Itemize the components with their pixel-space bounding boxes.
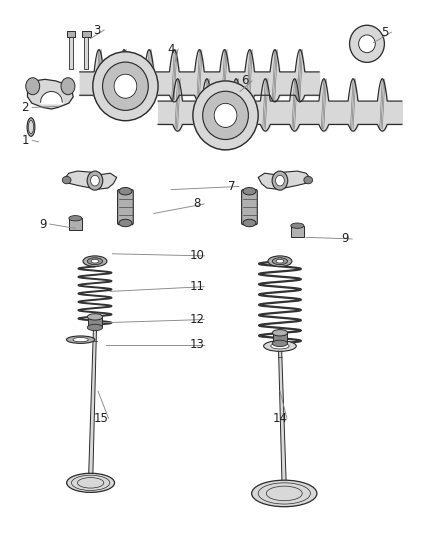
Ellipse shape [291, 223, 304, 228]
Text: 2: 2 [21, 101, 29, 114]
Ellipse shape [28, 120, 34, 134]
Text: 9: 9 [342, 232, 349, 245]
Ellipse shape [272, 329, 288, 336]
Ellipse shape [268, 256, 292, 266]
Bar [273, 333, 287, 343]
Ellipse shape [91, 260, 99, 263]
Text: 4: 4 [167, 43, 175, 55]
Text: 5: 5 [381, 26, 388, 38]
Ellipse shape [92, 327, 98, 330]
Ellipse shape [119, 188, 132, 195]
Text: 8: 8 [194, 197, 201, 211]
Ellipse shape [67, 336, 95, 343]
Bar [291, 225, 304, 237]
Ellipse shape [272, 258, 288, 265]
Ellipse shape [276, 260, 284, 263]
Ellipse shape [67, 473, 115, 492]
Ellipse shape [93, 52, 158, 120]
Ellipse shape [114, 74, 137, 98]
Ellipse shape [69, 216, 82, 221]
Polygon shape [279, 345, 286, 489]
Ellipse shape [119, 219, 132, 227]
Polygon shape [65, 171, 117, 189]
Ellipse shape [350, 25, 385, 62]
Circle shape [276, 175, 284, 186]
Ellipse shape [203, 91, 248, 140]
Polygon shape [88, 328, 96, 480]
Ellipse shape [272, 340, 288, 346]
Text: 11: 11 [190, 280, 205, 293]
FancyBboxPatch shape [242, 190, 257, 224]
Ellipse shape [73, 337, 88, 342]
Ellipse shape [243, 219, 256, 227]
Ellipse shape [359, 35, 375, 53]
Bar [84, 37, 88, 69]
Ellipse shape [214, 103, 237, 127]
Circle shape [272, 171, 288, 190]
Text: 6: 6 [241, 75, 249, 87]
Ellipse shape [87, 324, 102, 330]
Text: 7: 7 [228, 180, 236, 193]
Text: 12: 12 [190, 313, 205, 326]
Text: 1: 1 [21, 134, 29, 147]
Ellipse shape [27, 118, 35, 136]
Ellipse shape [264, 341, 296, 351]
Text: 3: 3 [93, 23, 101, 37]
Circle shape [87, 171, 103, 190]
Polygon shape [258, 171, 310, 189]
Polygon shape [28, 79, 73, 109]
Ellipse shape [193, 81, 258, 150]
Bar [67, 31, 75, 37]
Bar [88, 317, 102, 327]
Ellipse shape [243, 188, 256, 195]
Text: 15: 15 [94, 411, 109, 425]
Bar [69, 218, 82, 230]
FancyBboxPatch shape [117, 190, 133, 224]
Ellipse shape [304, 176, 313, 184]
Ellipse shape [87, 258, 102, 265]
Text: 9: 9 [39, 217, 46, 231]
Ellipse shape [87, 314, 102, 320]
Ellipse shape [83, 256, 107, 266]
Text: 14: 14 [272, 411, 287, 425]
Circle shape [91, 175, 99, 186]
Bar [82, 31, 91, 37]
Ellipse shape [277, 343, 283, 346]
Bar [69, 37, 73, 69]
Ellipse shape [252, 480, 317, 507]
Circle shape [61, 78, 75, 95]
Ellipse shape [271, 343, 289, 349]
Text: 13: 13 [190, 338, 205, 351]
Circle shape [26, 78, 40, 95]
Ellipse shape [102, 62, 148, 110]
Ellipse shape [62, 176, 71, 184]
Text: 10: 10 [190, 249, 205, 262]
